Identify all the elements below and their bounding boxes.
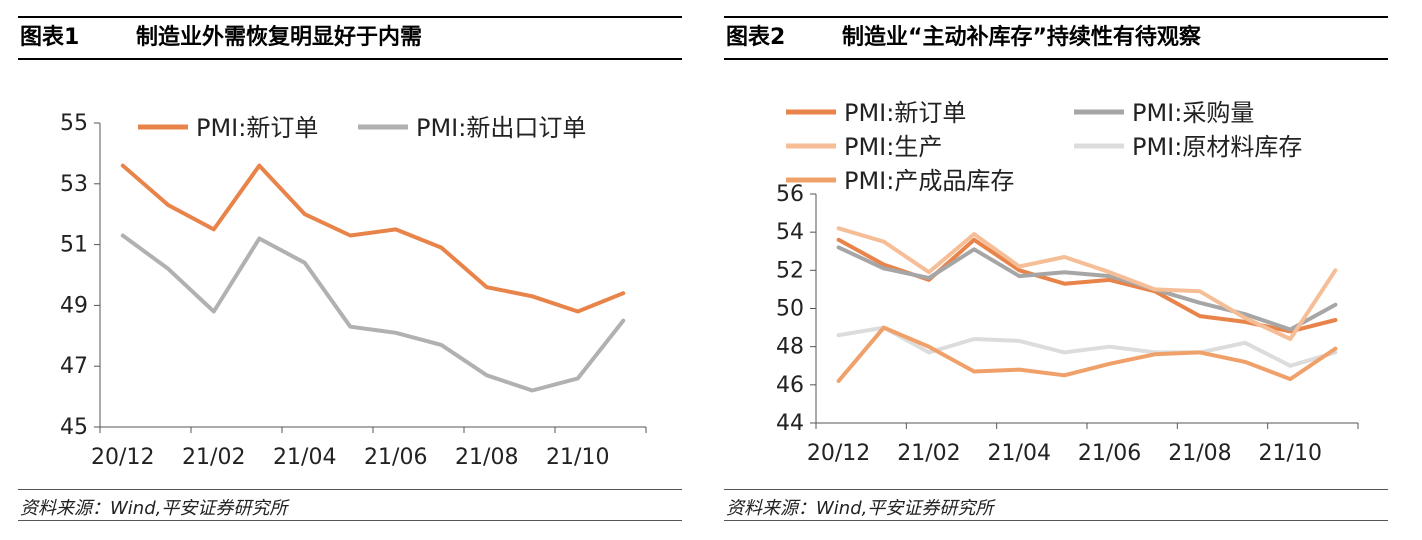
y-tick-label: 51 — [60, 233, 88, 258]
legend-label-4: PMI:原材料库存 — [1132, 133, 1302, 161]
x-tick-label: 21/04 — [988, 441, 1051, 466]
y-tick-label: 48 — [776, 335, 804, 360]
x-tick-label: 21/06 — [1078, 441, 1141, 466]
x-tick-label: 21/04 — [273, 445, 336, 470]
top-rule — [18, 16, 682, 18]
y-tick-label: 50 — [776, 297, 804, 322]
x-tick-label: 21/02 — [182, 445, 245, 470]
legend-label-2: PMI:采购量 — [1132, 99, 1254, 127]
series-line-5 — [836, 325, 1338, 383]
series-line-2 — [836, 245, 1338, 332]
series-line-3 — [836, 226, 1338, 341]
figure-1: 图表1 制造业外需恢复明显好于内需 45 47 49 51 53 55 20/12 21/02 2… — [18, 0, 700, 540]
y-tick-label: 47 — [60, 354, 88, 379]
series-line-1 — [120, 163, 626, 314]
x-tick-label: 20/12 — [91, 445, 154, 470]
legend-label-1: PMI:新订单 — [844, 99, 966, 127]
legend-label-3: PMI:生产 — [844, 133, 942, 161]
y-tick-label: 44 — [776, 411, 804, 436]
x-tick-label: 21/02 — [897, 441, 960, 466]
source-note: 资料来源：Wind,平安证券研究所 — [726, 498, 994, 519]
figure-number: 图表2 — [726, 25, 786, 50]
top-rule — [724, 16, 1388, 18]
x-tick-label: 21/10 — [546, 445, 609, 470]
series-line-2 — [120, 233, 626, 393]
chart-inventory-indicators: 44 46 48 50 52 54 56 20/12 21/02 21/04 21/06 21/08 2… — [776, 99, 1359, 466]
figure-title-text: 制造业外需恢复明显好于内需 — [136, 25, 423, 50]
figure-2: 图表2 制造业“主动补库存”持续性有待观察 44 46 48 50 52 54 56 20/12… — [724, 0, 1406, 540]
bottom-rule — [724, 520, 1388, 521]
legend-label-1: PMI:新订单 — [196, 114, 318, 142]
y-tick-label: 52 — [776, 258, 804, 283]
figure-title-text: 制造业“主动补库存”持续性有待观察 — [842, 25, 1201, 50]
y-tick-label: 53 — [60, 172, 88, 197]
source-rule — [724, 489, 1388, 490]
x-tick-label: 20/12 — [807, 441, 870, 466]
bottom-rule — [18, 520, 682, 521]
figure-number: 图表1 — [20, 25, 80, 50]
y-tick-label: 54 — [776, 220, 804, 245]
y-tick-label: 55 — [60, 111, 88, 136]
x-tick-label: 21/06 — [364, 445, 427, 470]
x-tick-label: 21/10 — [1259, 441, 1322, 466]
source-rule — [18, 489, 682, 490]
figure-title: 图表1 制造业外需恢复明显好于内需 — [20, 22, 422, 54]
source-note: 资料来源：Wind,平安证券研究所 — [20, 498, 288, 519]
title-rule — [18, 58, 682, 60]
title-rule — [724, 58, 1388, 60]
legend-label-2: PMI:新出口订单 — [416, 114, 586, 142]
series-line-4 — [836, 325, 1338, 368]
y-tick-label: 56 — [776, 182, 804, 207]
chart-new-orders-vs-export-orders: 45 47 49 51 53 55 20/12 21/02 21/04 21/06 21/08 21/… — [60, 111, 647, 470]
y-tick-label: 49 — [60, 293, 88, 318]
legend-label-5: PMI:产成品库存 — [844, 167, 1014, 195]
y-tick-label: 45 — [60, 415, 88, 440]
x-tick-label: 21/08 — [455, 445, 518, 470]
y-tick-label: 46 — [776, 373, 804, 398]
figure-title: 图表2 制造业“主动补库存”持续性有待观察 — [726, 22, 1201, 54]
x-tick-label: 21/08 — [1168, 441, 1231, 466]
